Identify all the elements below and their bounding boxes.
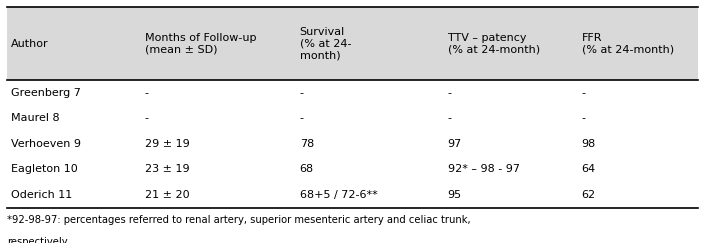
Text: -: - bbox=[582, 88, 586, 98]
Text: 92* – 98 - 97: 92* – 98 - 97 bbox=[448, 165, 520, 174]
Text: -: - bbox=[145, 113, 149, 123]
Text: -: - bbox=[448, 88, 452, 98]
Text: Survival
(% at 24-
month): Survival (% at 24- month) bbox=[300, 27, 351, 60]
Text: Eagleton 10: Eagleton 10 bbox=[11, 165, 78, 174]
Text: 21 ± 20: 21 ± 20 bbox=[145, 190, 189, 200]
Text: TTV – patency
(% at 24-month): TTV – patency (% at 24-month) bbox=[448, 33, 540, 54]
Text: 68+5 / 72-6**: 68+5 / 72-6** bbox=[300, 190, 377, 200]
Text: Greenberg 7: Greenberg 7 bbox=[11, 88, 80, 98]
Text: 98: 98 bbox=[582, 139, 596, 149]
Text: 97: 97 bbox=[448, 139, 462, 149]
Text: 68: 68 bbox=[300, 165, 314, 174]
Text: respectively.: respectively. bbox=[7, 237, 70, 243]
Text: 95: 95 bbox=[448, 190, 462, 200]
Text: FFR
(% at 24-month): FFR (% at 24-month) bbox=[582, 33, 674, 54]
Bar bbox=[7, 7, 698, 80]
Text: -: - bbox=[582, 113, 586, 123]
Text: Months of Follow-up
(mean ± SD): Months of Follow-up (mean ± SD) bbox=[145, 33, 256, 54]
Text: -: - bbox=[300, 113, 304, 123]
Text: 62: 62 bbox=[582, 190, 596, 200]
Text: -: - bbox=[448, 113, 452, 123]
Text: Author: Author bbox=[11, 39, 48, 49]
Text: Maurel 8: Maurel 8 bbox=[11, 113, 59, 123]
Text: 29 ± 19: 29 ± 19 bbox=[145, 139, 189, 149]
Text: 23 ± 19: 23 ± 19 bbox=[145, 165, 189, 174]
Text: -: - bbox=[300, 88, 304, 98]
Text: Oderich 11: Oderich 11 bbox=[11, 190, 72, 200]
Text: Verhoeven 9: Verhoeven 9 bbox=[11, 139, 80, 149]
Text: *92-98-97: percentages referred to renal artery, superior mesenteric artery and : *92-98-97: percentages referred to renal… bbox=[7, 215, 471, 225]
Text: 78: 78 bbox=[300, 139, 314, 149]
Text: -: - bbox=[145, 88, 149, 98]
Text: 64: 64 bbox=[582, 165, 596, 174]
